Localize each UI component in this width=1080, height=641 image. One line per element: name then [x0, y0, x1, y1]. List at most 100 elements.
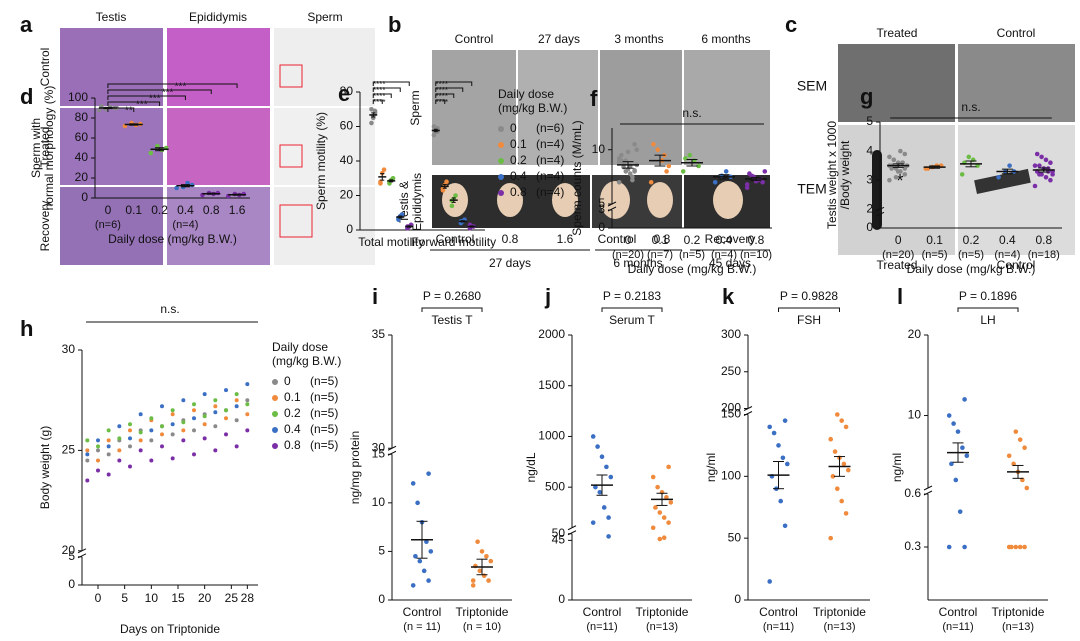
y-tick-label: 4	[866, 143, 873, 157]
significance-bracket	[107, 89, 212, 94]
panel-letter: d	[20, 84, 33, 109]
x-sublabel: (n=18)	[1028, 249, 1060, 261]
data-point	[181, 420, 186, 425]
data-point	[224, 416, 228, 421]
data-point	[417, 558, 423, 564]
data-point	[780, 455, 786, 461]
data-point	[479, 549, 485, 554]
y-axis-label: ng/dL	[524, 452, 538, 482]
data-point	[946, 413, 952, 418]
significance-label: ***	[162, 88, 174, 99]
x-sublabel: (n=5)	[679, 249, 705, 261]
row-label: Recovery	[38, 201, 52, 252]
axis-break	[567, 525, 577, 531]
y-tick-label: 5	[866, 114, 873, 128]
data-point	[106, 438, 111, 443]
y-tick-label: 40	[340, 153, 354, 167]
data-point	[1013, 429, 1019, 434]
data-point	[767, 424, 772, 430]
y-tick-label: 0.3	[904, 539, 921, 553]
legend-swatch	[272, 427, 278, 433]
legend-label: 0.4	[284, 422, 301, 436]
data-point	[117, 458, 122, 463]
data-point	[782, 523, 788, 529]
data-point	[655, 484, 660, 490]
legend-label: 0.8	[510, 185, 527, 199]
y-tick-label: 10	[592, 142, 606, 156]
y-tick-label: 20	[75, 170, 89, 184]
p-value: P = 0.9828	[780, 289, 838, 303]
legend-label: (n=5)	[310, 422, 338, 436]
data-point	[1032, 183, 1038, 189]
data-point	[1007, 163, 1012, 168]
comparison-bracket	[601, 307, 663, 312]
data-point	[128, 428, 132, 433]
data-point	[106, 452, 111, 457]
panel-letter: c	[785, 12, 797, 37]
dose-label: Recovery	[705, 232, 756, 246]
data-point	[224, 388, 228, 393]
panel-letter: f	[590, 86, 598, 111]
data-point	[484, 553, 489, 559]
data-point	[192, 408, 196, 413]
data-point	[762, 169, 768, 174]
data-point	[616, 179, 622, 185]
data-point	[1050, 172, 1055, 177]
data-point	[606, 515, 611, 520]
data-point	[431, 124, 437, 129]
dose-label: 0.8	[502, 232, 519, 246]
data-point	[964, 453, 970, 459]
significance-label: ****	[436, 92, 448, 101]
data-point	[96, 444, 100, 449]
data-point	[149, 416, 154, 421]
y-tick-label: 30	[62, 342, 76, 356]
y-tick-label: 10	[908, 408, 922, 422]
data-point	[224, 408, 228, 413]
column-label: Control	[455, 32, 494, 46]
x-sublabel: (n=20)	[882, 249, 914, 261]
data-point	[655, 147, 661, 153]
comparison-bracket	[778, 307, 840, 312]
data-point	[839, 498, 844, 504]
data-point	[174, 185, 179, 191]
data-point	[595, 444, 600, 449]
y-tick-label: 300	[721, 327, 741, 341]
x-tick-label: Triptonide	[456, 605, 509, 619]
y-tick-label: 2000	[538, 327, 565, 341]
data-point	[627, 171, 633, 176]
y-tick-label: 35	[372, 327, 386, 341]
data-point	[962, 397, 967, 402]
x-tick-label: 25	[225, 591, 239, 605]
data-point	[85, 452, 90, 457]
x-sublabel: (n=11)	[942, 621, 973, 633]
y-axis-label: Sperm counts (M/mL)	[570, 120, 584, 235]
legend-label: (n=4)	[536, 153, 564, 167]
x-sublabel: (n = 11)	[403, 621, 440, 633]
significance-label: ****	[373, 98, 385, 107]
y-axis-label: ng/ml	[890, 453, 904, 482]
y-tick-label: 3	[598, 202, 605, 216]
data-point	[785, 461, 790, 467]
x-sublabel: (n=11)	[763, 621, 794, 633]
panel-letter: b	[388, 12, 401, 37]
significance-bracket	[372, 87, 401, 92]
legend-title: Daily dose	[272, 340, 328, 354]
data-point	[782, 418, 788, 423]
data-point	[138, 412, 143, 417]
data-point	[630, 177, 635, 183]
ns-label: n.s.	[682, 106, 701, 120]
p-value: P = 0.2183	[603, 289, 661, 303]
x-tick-label: 10	[145, 591, 159, 605]
x-tick-label: 0	[625, 233, 632, 247]
significance-bracket	[435, 87, 464, 92]
data-point	[841, 461, 847, 467]
data-point	[1043, 174, 1049, 180]
legend-label: 0.2	[510, 153, 527, 167]
data-point	[771, 430, 777, 436]
row-label: Testis &	[397, 181, 411, 223]
y-tick-label: 10	[372, 495, 386, 509]
y-axis-label: Sperm motility (%)	[314, 112, 328, 210]
data-point	[616, 159, 622, 164]
x-tick-label: 0.1	[125, 203, 142, 217]
x-tick-label: 0.2	[963, 233, 980, 247]
